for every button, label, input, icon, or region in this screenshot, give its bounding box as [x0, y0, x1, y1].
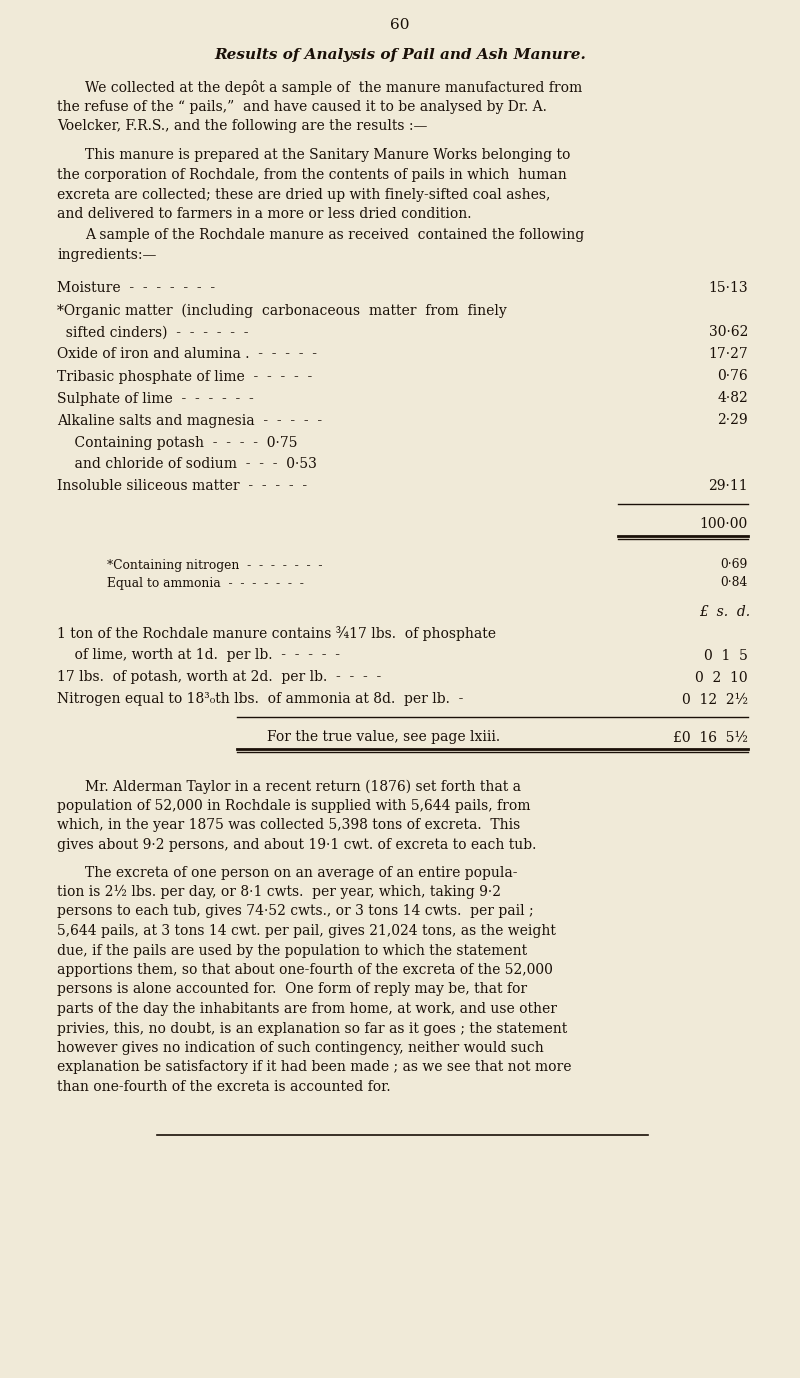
Text: which, in the year 1875 was collected 5,398 tons of excreta.  This: which, in the year 1875 was collected 5,… — [57, 819, 520, 832]
Text: the refuse of the “ pails,”  and have caused it to be analysed by Dr. A.: the refuse of the “ pails,” and have cau… — [57, 99, 547, 113]
Text: Moisture  -  -  -  -  -  -  -: Moisture - - - - - - - — [57, 281, 215, 295]
Text: 0  12  2½: 0 12 2½ — [682, 693, 748, 707]
Text: 0  1  5: 0 1 5 — [704, 649, 748, 663]
Text: of lime, worth at 1d.  per lb.  -  -  -  -  -: of lime, worth at 1d. per lb. - - - - - — [57, 649, 340, 663]
Text: 100·00: 100·00 — [700, 518, 748, 532]
Text: 0  2  10: 0 2 10 — [695, 671, 748, 685]
Text: explanation be satisfactory if it had been made ; as we see that not more: explanation be satisfactory if it had be… — [57, 1061, 571, 1075]
Text: due, if the pails are used by the population to which the statement: due, if the pails are used by the popula… — [57, 944, 527, 958]
Text: Equal to ammonia  -  -  -  -  -  -  -: Equal to ammonia - - - - - - - — [107, 576, 304, 590]
Text: 60: 60 — [390, 18, 410, 32]
Text: Tribasic phosphate of lime  -  -  -  -  -: Tribasic phosphate of lime - - - - - — [57, 369, 312, 383]
Text: tion is 2½ lbs. per day, or 8·1 cwts.  per year, which, taking 9·2: tion is 2½ lbs. per day, or 8·1 cwts. pe… — [57, 885, 501, 900]
Text: 17 lbs.  of potash, worth at 2d.  per lb.  -  -  -  -: 17 lbs. of potash, worth at 2d. per lb. … — [57, 671, 382, 685]
Text: 17·27: 17·27 — [708, 347, 748, 361]
Text: sifted cinders)  -  -  -  -  -  -: sifted cinders) - - - - - - — [57, 325, 249, 339]
Text: persons to each tub, gives 74·52 cwts., or 3 tons 14 cwts.  per pail ;: persons to each tub, gives 74·52 cwts., … — [57, 904, 534, 919]
Text: 0·76: 0·76 — [718, 369, 748, 383]
Text: parts of the day the inhabitants are from home, at work, and use other: parts of the day the inhabitants are fro… — [57, 1002, 557, 1016]
Text: excreta are collected; these are dried up with finely-sifted coal ashes,: excreta are collected; these are dried u… — [57, 187, 550, 201]
Text: and chloride of sodium  -  -  -  0·53: and chloride of sodium - - - 0·53 — [57, 457, 317, 471]
Text: Alkaline salts and magnesia  -  -  -  -  -: Alkaline salts and magnesia - - - - - — [57, 413, 322, 427]
Text: *Containing nitrogen  -  -  -  -  -  -  -: *Containing nitrogen - - - - - - - — [107, 558, 322, 572]
Text: 29·11: 29·11 — [708, 480, 748, 493]
Text: the corporation of Rochdale, from the contents of pails in which  human: the corporation of Rochdale, from the co… — [57, 168, 566, 182]
Text: and delivered to farmers in a more or less dried condition.: and delivered to farmers in a more or le… — [57, 207, 471, 220]
Text: For the true value, see page lxiii.: For the true value, see page lxiii. — [267, 730, 500, 744]
Text: 4·82: 4·82 — [718, 391, 748, 405]
Text: Mr. Alderman Taylor in a recent return (1876) set forth that a: Mr. Alderman Taylor in a recent return (… — [85, 780, 521, 794]
Text: 30·62: 30·62 — [709, 325, 748, 339]
Text: *Organic matter  (including  carbonaceous  matter  from  finely: *Organic matter (including carbonaceous … — [57, 303, 506, 318]
Text: persons is alone accounted for.  One form of reply may be, that for: persons is alone accounted for. One form… — [57, 983, 527, 996]
Text: ingredients:—: ingredients:— — [57, 248, 156, 262]
Text: 0·84: 0·84 — [721, 576, 748, 590]
Text: £  s.  d.: £ s. d. — [699, 605, 750, 619]
Text: Nitrogen equal to 18³₀th lbs.  of ammonia at 8d.  per lb.  -: Nitrogen equal to 18³₀th lbs. of ammonia… — [57, 693, 463, 707]
Text: A sample of the Rochdale manure as received  contained the following: A sample of the Rochdale manure as recei… — [85, 229, 584, 243]
Text: Oxide of iron and alumina .  -  -  -  -  -: Oxide of iron and alumina . - - - - - — [57, 347, 317, 361]
Text: This manure is prepared at the Sanitary Manure Works belonging to: This manure is prepared at the Sanitary … — [85, 149, 570, 163]
Text: We collected at the depôt a sample of  the manure manufactured from: We collected at the depôt a sample of th… — [85, 80, 582, 95]
Text: 2·29: 2·29 — [718, 413, 748, 427]
Text: privies, this, no doubt, is an explanation so far as it goes ; the statement: privies, this, no doubt, is an explanati… — [57, 1021, 567, 1035]
Text: Insoluble siliceous matter  -  -  -  -  -: Insoluble siliceous matter - - - - - — [57, 480, 307, 493]
Text: The excreta of one person on an average of an entire popula-: The excreta of one person on an average … — [85, 865, 518, 879]
Text: apportions them, so that about one-fourth of the excreta of the 52,000: apportions them, so that about one-fourt… — [57, 963, 553, 977]
Text: than one-fourth of the excreta is accounted for.: than one-fourth of the excreta is accoun… — [57, 1080, 390, 1094]
Text: 1 ton of the Rochdale manure contains ¾17 lbs.  of phosphate: 1 ton of the Rochdale manure contains ¾1… — [57, 627, 496, 641]
Text: Containing potash  -  -  -  -  0·75: Containing potash - - - - 0·75 — [57, 435, 298, 449]
Text: Results of Analysis of Pail and Ash Manure.: Results of Analysis of Pail and Ash Manu… — [214, 48, 586, 62]
Text: 5,644 pails, at 3 tons 14 cwt. per pail, gives 21,024 tons, as the weight: 5,644 pails, at 3 tons 14 cwt. per pail,… — [57, 925, 556, 938]
Text: population of 52,000 in Rochdale is supplied with 5,644 pails, from: population of 52,000 in Rochdale is supp… — [57, 799, 530, 813]
Text: Sulphate of lime  -  -  -  -  -  -: Sulphate of lime - - - - - - — [57, 391, 254, 405]
Text: however gives no indication of such contingency, neither would such: however gives no indication of such cont… — [57, 1040, 544, 1056]
Text: 15·13: 15·13 — [708, 281, 748, 295]
Text: gives about 9·2 persons, and about 19·1 cwt. of excreta to each tub.: gives about 9·2 persons, and about 19·1 … — [57, 838, 536, 852]
Text: £0  16  5½: £0 16 5½ — [673, 730, 748, 744]
Text: 0·69: 0·69 — [721, 558, 748, 572]
Text: Voelcker, F.R.S., and the following are the results :—: Voelcker, F.R.S., and the following are … — [57, 119, 427, 134]
